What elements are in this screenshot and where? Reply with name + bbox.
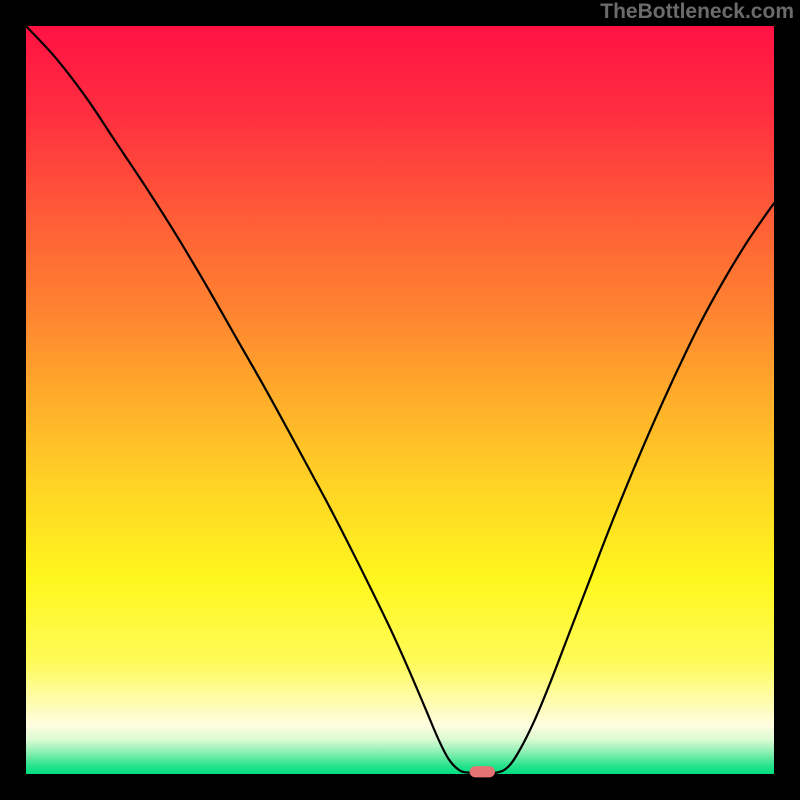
chart-gradient-bg bbox=[26, 26, 774, 774]
watermark-text: TheBottleneck.com bbox=[600, 0, 794, 24]
bottleneck-chart bbox=[0, 0, 800, 800]
chart-container: TheBottleneck.com bbox=[0, 0, 800, 800]
optimal-point-marker bbox=[470, 766, 495, 777]
